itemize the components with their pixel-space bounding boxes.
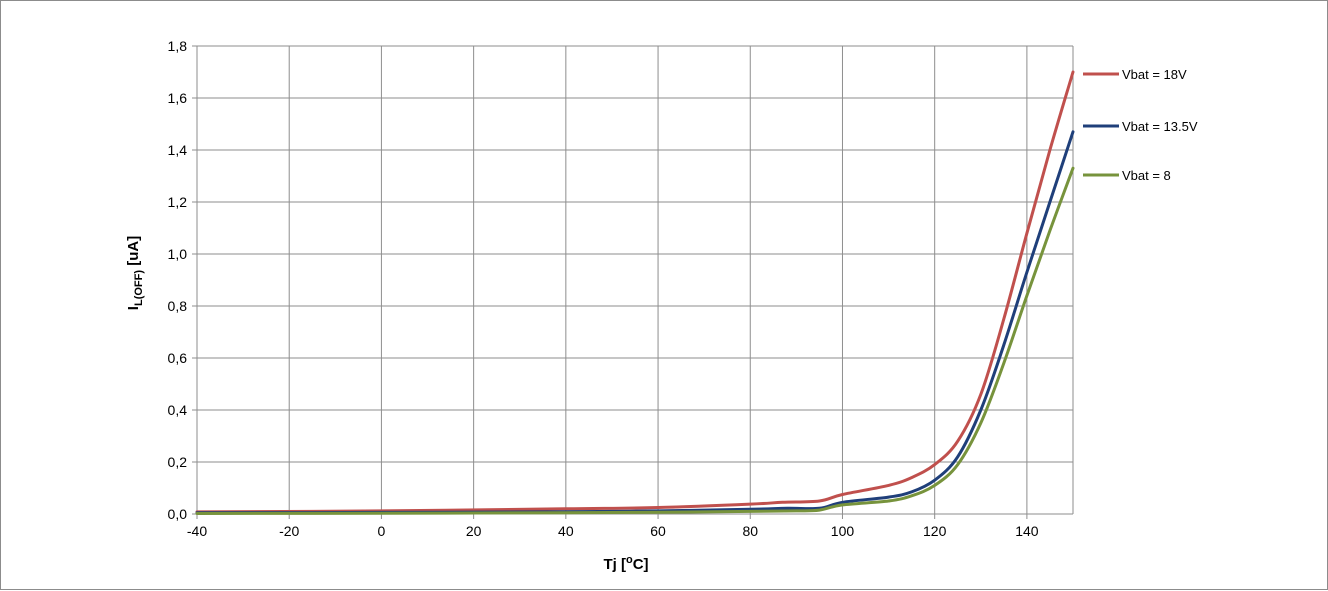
y-tick-label: 1,4 bbox=[168, 142, 188, 158]
series-lines bbox=[195, 70, 1075, 515]
y-tick-label: 1,8 bbox=[168, 38, 188, 54]
y-axis-title: IL(OFF) [uA] bbox=[125, 236, 145, 310]
y-tick-label: 0,4 bbox=[168, 402, 188, 418]
x-tick-label: 40 bbox=[558, 523, 574, 539]
axes bbox=[196, 46, 1073, 515]
grid bbox=[197, 45, 1074, 514]
legend-label: Vbat = 8 bbox=[1122, 168, 1171, 183]
y-tick-label: 0,2 bbox=[168, 454, 188, 470]
series-line bbox=[195, 166, 1075, 515]
x-tick-label: 120 bbox=[923, 523, 947, 539]
x-tick-label: 100 bbox=[831, 523, 855, 539]
y-tick-label: 1,6 bbox=[168, 90, 188, 106]
series-line bbox=[195, 70, 1075, 514]
x-tick-label: 140 bbox=[1015, 523, 1039, 539]
x-tick-label: 60 bbox=[650, 523, 666, 539]
legend-label: Vbat = 18V bbox=[1122, 67, 1187, 82]
legend: Vbat = 18V Vbat = 13.5V Vbat = 8 bbox=[1083, 67, 1198, 183]
y-axis-ticks: 0,0 0,2 0,4 0,6 0,8 1,0 1,2 1,4 1,6 1,8 bbox=[168, 38, 197, 522]
x-tick-label: -20 bbox=[279, 523, 299, 539]
series-line bbox=[195, 130, 1075, 515]
y-tick-label: 1,0 bbox=[168, 246, 188, 262]
x-tick-label: -40 bbox=[187, 523, 207, 539]
y-tick-label: 0,0 bbox=[168, 506, 188, 522]
y-tick-label: 0,6 bbox=[168, 350, 188, 366]
x-tick-label: 80 bbox=[742, 523, 758, 539]
legend-label: Vbat = 13.5V bbox=[1122, 119, 1198, 134]
y-tick-label: 0,8 bbox=[168, 298, 188, 314]
x-tick-label: 0 bbox=[378, 523, 386, 539]
x-tick-label: 20 bbox=[466, 523, 482, 539]
x-axis-title: Tj [oC] bbox=[603, 554, 648, 573]
x-axis-ticks: -40 -20 0 20 40 60 80 100 120 140 bbox=[187, 514, 1039, 539]
y-tick-label: 1,2 bbox=[168, 194, 188, 210]
